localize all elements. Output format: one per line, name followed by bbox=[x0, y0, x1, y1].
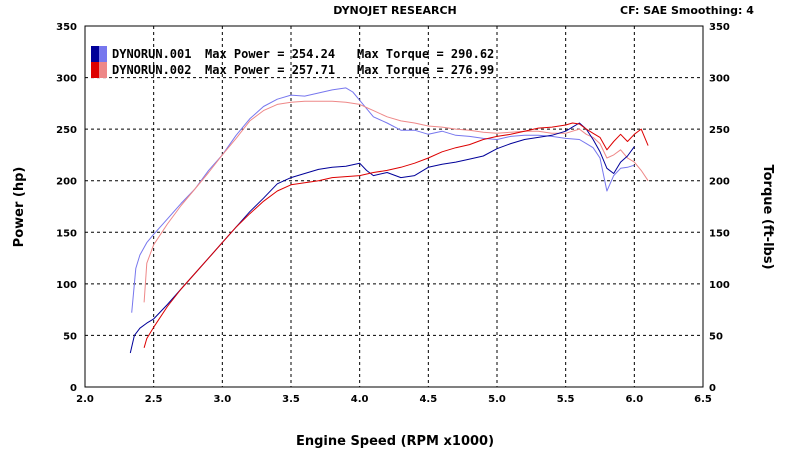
y2-tick-label: 0 bbox=[709, 383, 716, 394]
y-tick-label: 250 bbox=[56, 125, 77, 136]
y-tick-label: 350 bbox=[56, 22, 77, 33]
y2-tick-label: 200 bbox=[709, 177, 730, 188]
legend-swatch-torque-2 bbox=[99, 62, 107, 78]
x-tick-label: 5.5 bbox=[557, 394, 575, 405]
series-lines bbox=[129, 87, 649, 354]
y-tick-label: 50 bbox=[63, 331, 77, 342]
y-tick-label: 300 bbox=[56, 74, 77, 85]
x-tick-label: 4.5 bbox=[419, 394, 437, 405]
x-axis-label: Engine Speed (RPM x1000) bbox=[296, 434, 494, 449]
plot-frame bbox=[84, 25, 704, 388]
legend-swatch-torque-1 bbox=[99, 46, 107, 62]
series-line-power bbox=[143, 122, 649, 348]
legend-swatch-power-1 bbox=[91, 46, 99, 62]
chart-title: DYNOJET RESEARCH bbox=[333, 4, 456, 17]
x-tick-label: 2.5 bbox=[145, 394, 163, 405]
chart-settings: CF: SAE Smoothing: 4 bbox=[620, 4, 754, 17]
grid bbox=[85, 26, 703, 387]
y-tick-label: 200 bbox=[56, 177, 77, 188]
series-line-torque bbox=[131, 87, 635, 313]
legend-max-torque-1: Max Torque = 290.62 bbox=[357, 47, 494, 61]
series-line-power bbox=[129, 122, 635, 354]
x-tick-label: 6.5 bbox=[694, 394, 712, 405]
legend-swatch-power-2 bbox=[91, 62, 99, 78]
legend-run-2: DYNORUN.002 bbox=[112, 63, 191, 77]
y2-tick-label: 150 bbox=[709, 228, 730, 239]
y-axis-label: Power (hp) bbox=[12, 167, 27, 248]
series-line-torque bbox=[143, 100, 649, 303]
x-tick-label: 3.0 bbox=[213, 394, 231, 405]
x-tick-label: 3.5 bbox=[282, 394, 300, 405]
tick-labels: 2.0 2.5 3.0 3.5 4.0 4.5 5.0 5.5 6.0 6.50501001502… bbox=[56, 22, 730, 405]
y2-tick-label: 300 bbox=[709, 74, 730, 85]
y2-tick-label: 250 bbox=[709, 125, 730, 136]
y2-axis-label: Torque (ft-lbs) bbox=[760, 164, 775, 269]
legend-max-power-1: Max Power = 254.24 bbox=[205, 47, 335, 61]
legend-max-power-2: Max Power = 257.71 bbox=[205, 63, 335, 77]
x-tick-label: 2.0 bbox=[76, 394, 94, 405]
y2-tick-label: 50 bbox=[709, 331, 723, 342]
legend-run-1: DYNORUN.001 bbox=[112, 47, 191, 61]
y-tick-label: 100 bbox=[56, 280, 77, 291]
x-tick-label: 4.0 bbox=[351, 394, 369, 405]
y-tick-label: 0 bbox=[70, 383, 77, 394]
legend: DYNORUN.001 Max Power = 254.24 Max Torqu… bbox=[91, 46, 494, 78]
y2-tick-label: 100 bbox=[709, 280, 730, 291]
x-tick-label: 5.0 bbox=[488, 394, 506, 405]
x-tick-label: 6.0 bbox=[625, 394, 643, 405]
y-tick-label: 150 bbox=[56, 228, 77, 239]
y2-tick-label: 350 bbox=[709, 22, 730, 33]
legend-max-torque-2: Max Torque = 276.99 bbox=[357, 63, 494, 77]
